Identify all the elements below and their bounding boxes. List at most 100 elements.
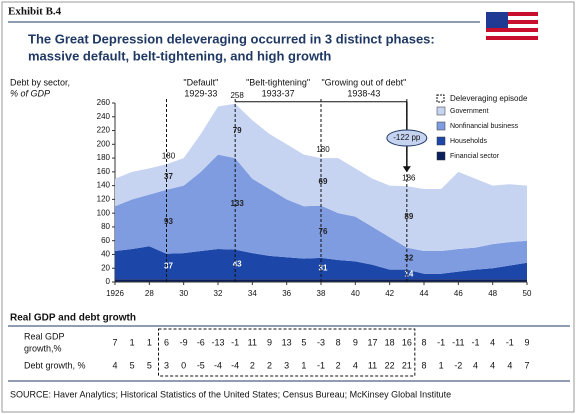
- y-tick-label: 80: [101, 222, 110, 231]
- table-cell: -1: [471, 337, 479, 347]
- table-cell: 13: [282, 337, 292, 347]
- table-cell: 22: [385, 360, 395, 370]
- table-cell: 4: [473, 360, 478, 370]
- title: massive default, belt-tightening, and hi…: [28, 48, 331, 63]
- change-bubble: [386, 129, 428, 147]
- flag: [486, 12, 538, 42]
- table-cell: 18: [385, 337, 395, 347]
- value-label: 14: [404, 270, 413, 279]
- value-label: 69: [319, 177, 328, 186]
- x-tick-label: 50: [523, 289, 532, 298]
- table-cell: 5: [301, 337, 306, 347]
- x-tick-label: 34: [248, 289, 257, 298]
- table-cell: 4: [490, 337, 495, 347]
- y-tick-label: 40: [101, 250, 110, 259]
- table-cell: -6: [197, 337, 205, 347]
- table-cell: -1: [506, 337, 514, 347]
- y-tick-label: 160: [97, 167, 111, 176]
- legend-swatch: [436, 106, 446, 116]
- phase-years: 1933-37: [262, 88, 295, 98]
- table-cell: 6: [164, 337, 169, 347]
- legend-label: Financial sector: [450, 153, 500, 160]
- table-cell: 3: [284, 360, 289, 370]
- area: [115, 246, 527, 280]
- x-tick-label: 32: [214, 289, 223, 298]
- y-label: Debt by sector,: [10, 77, 70, 87]
- x-tick-label: 40: [351, 289, 360, 298]
- value-label: 31: [319, 264, 328, 273]
- table-cell: 17: [367, 337, 377, 347]
- y-tick-label: 140: [97, 181, 111, 190]
- table-cell: 7: [524, 360, 529, 370]
- total-label: 180: [316, 145, 330, 154]
- y-tick-label: 180: [97, 153, 111, 162]
- table-cell: 4: [353, 360, 358, 370]
- y-tick-label: 60: [101, 236, 110, 245]
- row-label: Real GDP: [24, 331, 65, 341]
- legend-swatch: [436, 94, 445, 103]
- total-label: 186: [402, 173, 416, 182]
- phase-name: "Belt-tightening": [246, 77, 310, 87]
- table-cell: -9: [180, 337, 188, 347]
- table-cell: 8: [336, 337, 341, 347]
- y-tick-label: 200: [97, 139, 111, 148]
- table-cell: 2: [267, 360, 272, 370]
- table-cell: 2: [336, 360, 341, 370]
- value-label: 43: [233, 260, 242, 269]
- table-cell: -2: [454, 360, 462, 370]
- table-cell: -11: [452, 337, 464, 347]
- table-cell: 9: [267, 337, 272, 347]
- total-label: 180: [162, 151, 176, 160]
- y-tick-label: 100: [97, 208, 111, 217]
- legend-swatch: [436, 151, 446, 161]
- table-cell: 11: [248, 337, 257, 347]
- x-tick-label: 1926: [106, 289, 124, 298]
- value-label: 37: [164, 262, 173, 271]
- row-label: growth,%: [24, 343, 62, 353]
- value-label: 93: [164, 217, 173, 226]
- table-cell: -1: [231, 337, 239, 347]
- legend-label: Deleveraging episode: [450, 94, 528, 103]
- x-tick-label: 48: [488, 289, 497, 298]
- x-tick-label: 42: [385, 289, 394, 298]
- phase-years: 1938-43: [347, 88, 380, 98]
- table-cell: 21: [402, 360, 412, 370]
- area: [115, 103, 527, 252]
- table-cell: 8: [421, 337, 426, 347]
- x-tick-label: 30: [179, 289, 188, 298]
- table-cell: 5: [147, 360, 152, 370]
- title: The Great Depression deleveraging occurr…: [28, 31, 435, 46]
- table-cell: 9: [353, 337, 358, 347]
- value-label: 89: [404, 212, 413, 221]
- x-tick-label: 28: [145, 289, 154, 298]
- table-cell: -1: [317, 360, 325, 370]
- value-label: 76: [319, 227, 328, 236]
- exhibit: Exhibit B.4: [8, 6, 62, 18]
- value-label: 32: [404, 254, 413, 263]
- y-tick-label: 240: [97, 112, 111, 121]
- table-cell: 11: [368, 360, 377, 370]
- x-tick-label: 44: [420, 289, 429, 298]
- y-tick-label: 120: [97, 194, 111, 203]
- table-cell: 4: [507, 360, 512, 370]
- table-cell: 16: [402, 337, 412, 347]
- table-cell: 7: [112, 337, 117, 347]
- table-cell: 2: [250, 360, 255, 370]
- row-label: Debt growth, %: [24, 360, 86, 370]
- value-label: 133: [230, 199, 244, 208]
- change-label: -122 pp: [393, 133, 421, 142]
- x-tick-label: 46: [454, 289, 463, 298]
- table-cell: 1: [439, 360, 444, 370]
- x-tick-label: 36: [282, 289, 291, 298]
- legend-label: Nonfinancial business: [450, 123, 519, 130]
- table-cell: -1: [437, 337, 445, 347]
- y-label: % of GDP: [10, 88, 50, 98]
- y-tick-label: 0: [106, 277, 111, 286]
- legend-label: Households: [450, 138, 487, 145]
- source: SOURCE: Haver Analytics; Historical Stat…: [10, 389, 451, 399]
- value-label: 79: [233, 126, 242, 135]
- legend-swatch: [436, 136, 446, 146]
- table-cell: 4: [112, 360, 117, 370]
